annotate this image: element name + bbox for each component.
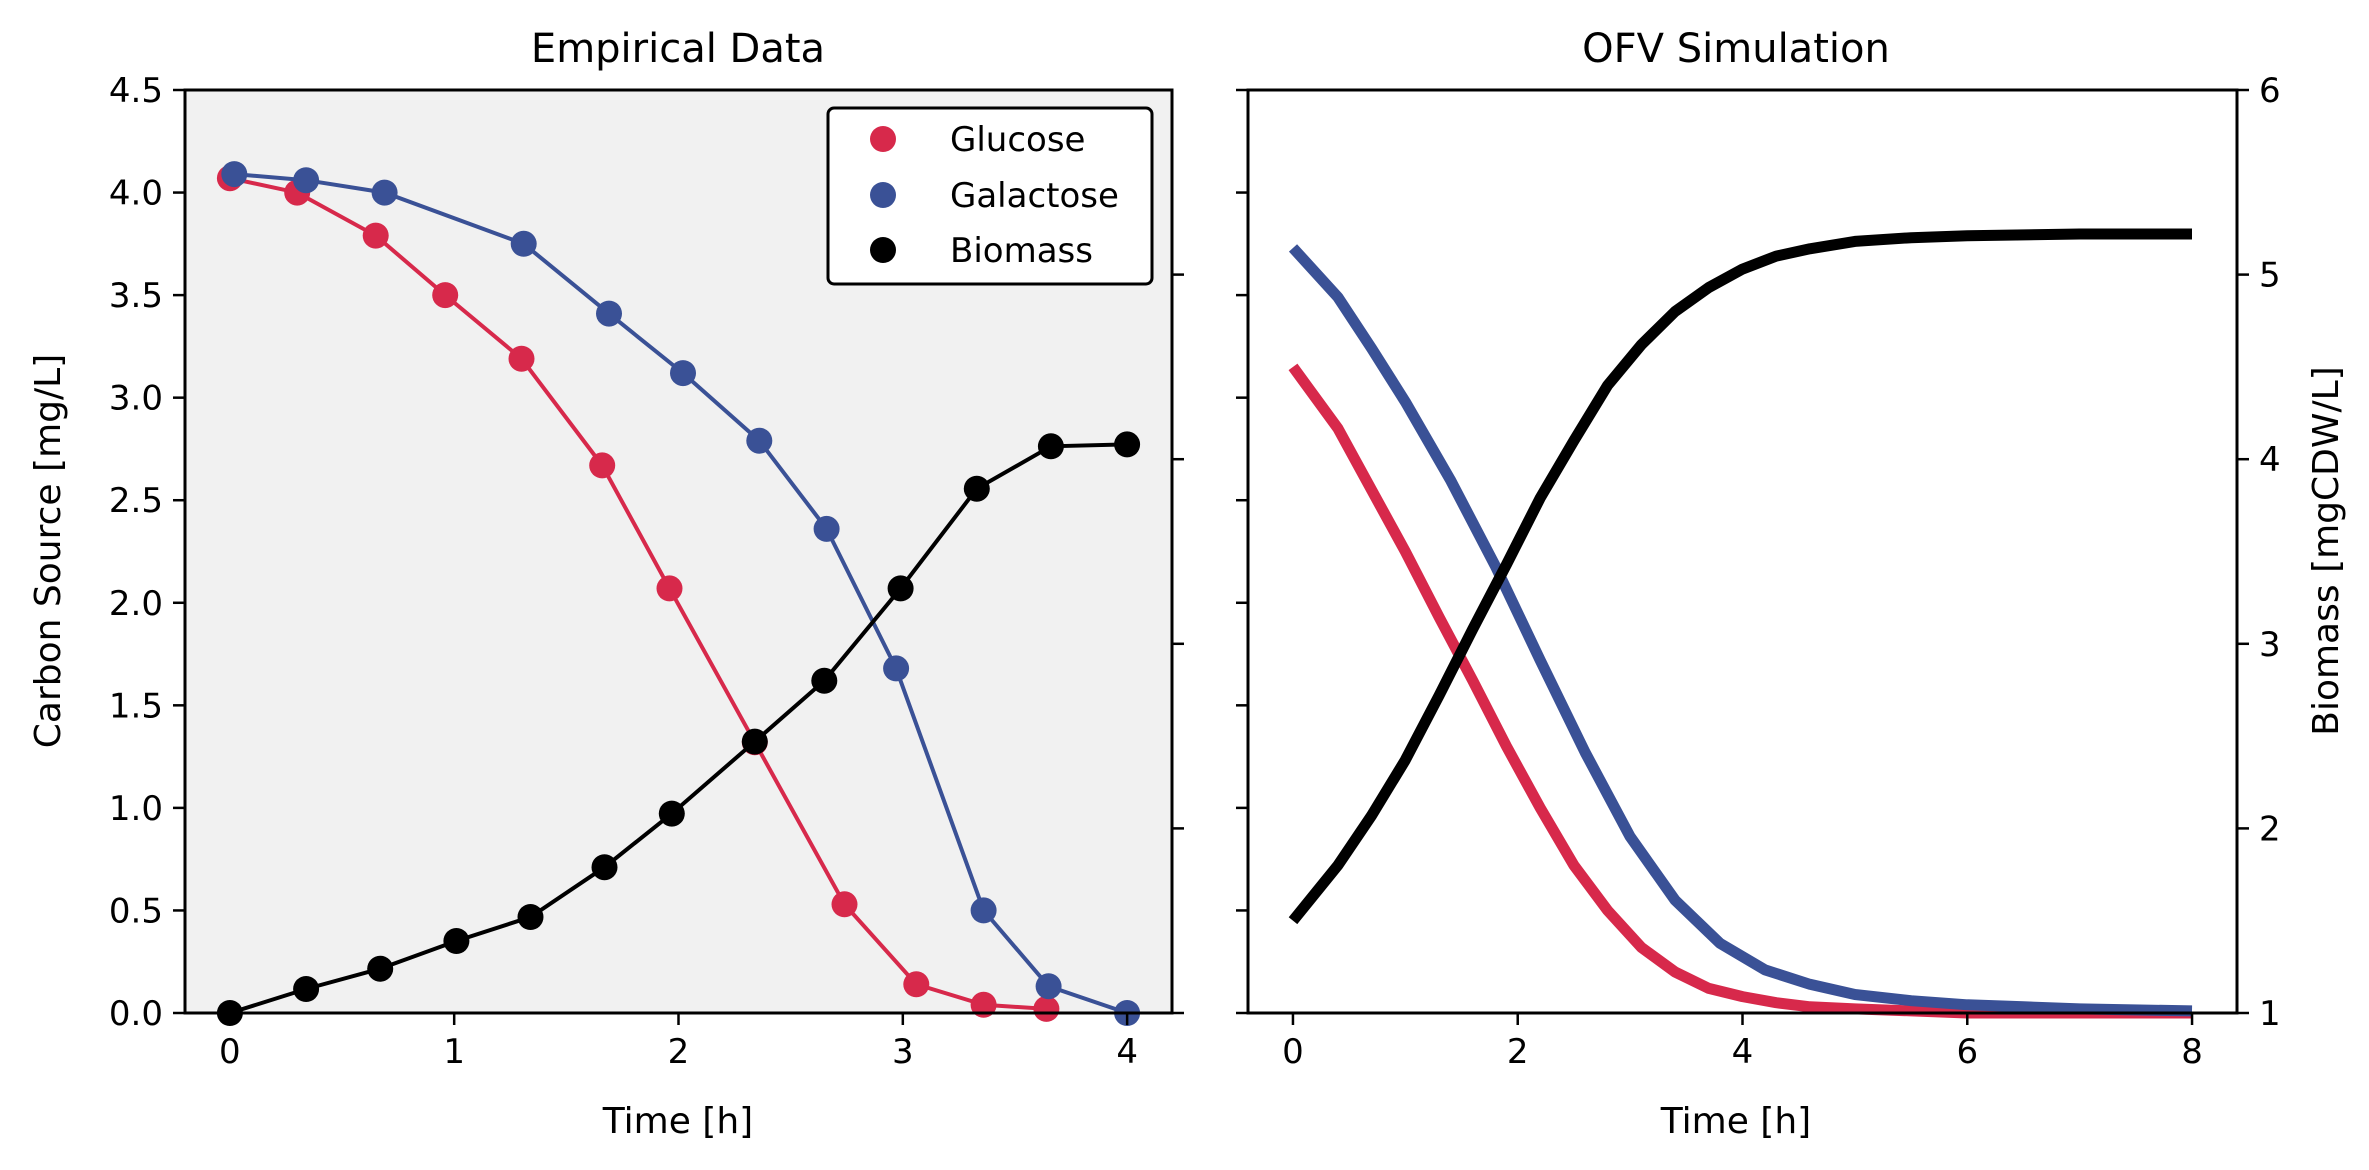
empirical-glucose-point [362,222,389,249]
simulation-plot-frame [1246,88,2239,1015]
empirical-galactose-point [596,300,622,327]
empirical-glucose-point [589,452,616,479]
empirical-y-tick-label: 1.5 [109,686,163,726]
simulation-right-y-tick-label: 5 [2259,256,2281,296]
empirical-biomass-point [1037,433,1064,460]
simulation-x-axis-label: Time [h] [1660,1101,1811,1142]
simulation-x-tick-label: 6 [1956,1032,1978,1072]
empirical-y-tick-label: 0.5 [109,891,163,931]
empirical-galactose-point [670,360,696,387]
empirical-y-axis-label: Carbon Source [mg/L] [28,354,69,748]
empirical-biomass-point [293,976,320,1002]
empirical-series-layer [216,161,1141,1026]
empirical-y-tick-label: 3.5 [109,276,163,316]
empirical-biomass-point [591,854,618,881]
simulation-right-y-tick-label: 2 [2259,809,2281,849]
empirical-y-tick-label: 4.5 [109,71,163,111]
empirical-galactose-point [813,515,840,542]
empirical-glucose-point [432,282,459,309]
empirical-panel: Empirical Data 0 1 2 3 4 0.0 0.5 1.0 1.5 2.0 2.5 3.… [28,26,1184,1142]
simulation-title: OFV Simulation [1582,26,1890,72]
empirical-biomass-point [443,928,470,954]
empirical-title: Empirical Data [531,26,825,72]
empirical-x-tick-label: 0 [219,1032,241,1072]
simulation-panel: OFV Simulation 0 2 4 6 8 1 2 3 4 5 6 Time [h] Biom… [1236,26,2347,1142]
legend-label-biomass: Biomass [950,231,1093,271]
empirical-biomass-point [887,575,914,602]
empirical-y-tick-label: 4.0 [109,174,163,214]
legend-marker-biomass [870,237,896,263]
legend: Glucose Galactose Biomass [826,106,1154,286]
legend-marker-glucose [870,126,896,152]
empirical-galactose-line [234,172,1128,1015]
legend-label-glucose: Glucose [950,120,1085,160]
empirical-glucose-point [1033,995,1060,1022]
empirical-glucose-point [656,575,683,602]
empirical-y-tick-label: 2.0 [109,584,163,624]
simulation-right-y-tick-label: 4 [2259,440,2281,480]
simulation-series-layer [1288,228,2193,1019]
empirical-x-tick-label: 2 [668,1032,690,1072]
empirical-galactose-point [221,161,248,188]
empirical-x-tick-label: 1 [443,1032,465,1072]
empirical-biomass-point [811,667,838,694]
simulation-x-tick-label: 0 [1282,1032,1304,1072]
empirical-galactose-point [1035,973,1062,1000]
empirical-galactose-point [293,167,320,194]
empirical-x-tick-label: 3 [892,1032,914,1072]
empirical-glucose-point [970,991,997,1018]
simulation-axes: 0 2 4 6 8 1 2 3 4 5 6 [1236,71,2281,1072]
legend-box [826,106,1154,286]
simulation-right-y-axis-label: Biomass [mgCDW/L] [2306,366,2347,735]
simulation-right-y-tick-label: 6 [2259,71,2281,111]
simulation-x-tick-label: 2 [1507,1032,1529,1072]
simulation-x-tick-label: 8 [2181,1032,2203,1072]
simulation-x-tick-label: 4 [1732,1032,1754,1072]
empirical-galactose-point [746,427,773,454]
empirical-x-tick-label: 4 [1116,1032,1138,1072]
empirical-glucose-point [831,891,858,918]
legend-label-galactose: Galactose [950,176,1119,216]
simulation-right-y-tick-label: 1 [2259,994,2281,1034]
empirical-biomass-point [658,800,685,827]
empirical-y-tick-label: 3.0 [109,379,163,419]
simulation-galactose-line [1288,244,2193,1017]
simulation-biomass-line [1288,228,2192,925]
empirical-galactose-point [510,230,537,257]
empirical-galactose-point [371,179,398,206]
empirical-galactose-point [970,897,997,924]
empirical-axes: 0 1 2 3 4 0.0 0.5 1.0 1.5 2.0 2.5 3.0 3.5 4.0 4.5 [109,71,1184,1072]
simulation-right-y-tick-label: 3 [2259,625,2281,665]
empirical-biomass-point [1114,431,1141,458]
empirical-biomass-point [367,955,394,982]
empirical-galactose-point [883,655,910,682]
empirical-y-tick-label: 0.0 [109,994,163,1034]
legend-marker-galactose [870,182,896,208]
simulation-glucose-line [1288,363,2192,1019]
empirical-biomass-point [963,475,990,502]
empirical-y-tick-label: 2.5 [109,481,163,521]
empirical-y-tick-label: 1.0 [109,789,163,829]
empirical-x-axis-label: Time [h] [602,1101,753,1142]
empirical-biomass-point [517,904,544,930]
empirical-glucose-point [508,345,535,372]
empirical-glucose-point [903,971,930,998]
empirical-biomass-point [741,728,768,755]
